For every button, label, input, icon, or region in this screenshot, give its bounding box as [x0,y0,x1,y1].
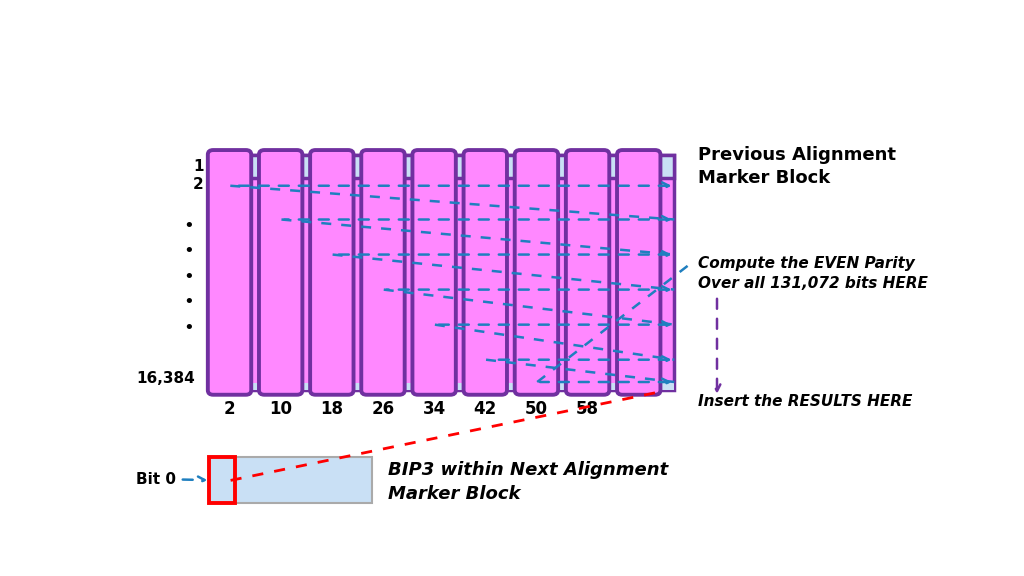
Text: •: • [183,293,194,312]
FancyBboxPatch shape [310,150,353,395]
Text: 1: 1 [194,159,204,174]
Text: Compute the EVEN Parity
Over all 131,072 bits HERE: Compute the EVEN Parity Over all 131,072… [697,256,928,291]
Text: 50: 50 [525,400,548,418]
Text: Bit 0: Bit 0 [136,472,176,487]
FancyBboxPatch shape [209,382,675,391]
Text: Previous Alignment
Marker Block: Previous Alignment Marker Block [697,146,896,187]
FancyBboxPatch shape [209,457,234,503]
FancyBboxPatch shape [515,150,558,395]
FancyBboxPatch shape [413,150,456,395]
Text: BIP3 within Next Alignment
Marker Block: BIP3 within Next Alignment Marker Block [388,461,668,503]
Text: •: • [183,319,194,337]
FancyBboxPatch shape [361,150,404,395]
FancyBboxPatch shape [566,150,609,395]
Text: 16,384: 16,384 [136,372,195,386]
Text: •: • [183,242,194,260]
Text: 58: 58 [577,400,599,418]
Text: Insert the RESULTS HERE: Insert the RESULTS HERE [697,393,912,408]
FancyBboxPatch shape [259,150,302,395]
FancyBboxPatch shape [209,154,675,391]
Text: •: • [183,268,194,286]
Text: 10: 10 [269,400,292,418]
Text: 18: 18 [321,400,343,418]
Text: 34: 34 [423,400,445,418]
FancyBboxPatch shape [208,150,251,395]
FancyBboxPatch shape [209,457,372,503]
FancyBboxPatch shape [617,150,660,395]
Text: 2: 2 [223,400,236,418]
Text: 2: 2 [194,177,204,192]
FancyBboxPatch shape [464,150,507,395]
Text: 26: 26 [372,400,394,418]
Text: 42: 42 [474,400,497,418]
Text: •: • [183,217,194,235]
FancyBboxPatch shape [209,154,675,178]
